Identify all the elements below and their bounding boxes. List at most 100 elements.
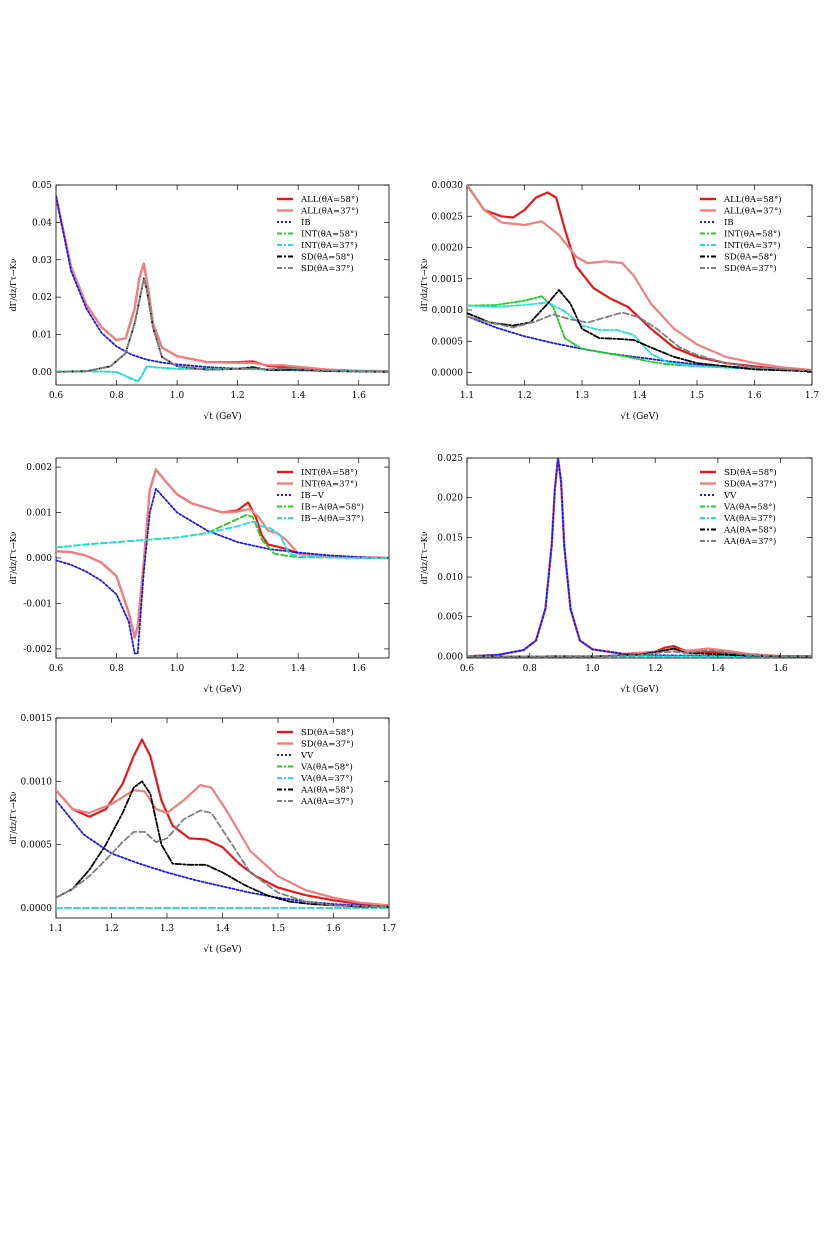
y-tick-label: -0.001 — [23, 599, 52, 609]
x-tick-label: 1.6 — [747, 391, 762, 401]
x-tick-label: 0.6 — [49, 664, 64, 674]
x-tick-label: 1.6 — [326, 924, 341, 934]
y-tick-label: 0.00 — [32, 368, 52, 378]
x-tick-label: 0.6 — [49, 391, 64, 401]
x-tick-label: 1.4 — [291, 664, 306, 674]
series-line — [56, 809, 389, 908]
y-tick-label: 0.02 — [32, 293, 52, 303]
x-tick-label: 1.5 — [271, 924, 286, 934]
legend-label: SD(θA=58°) — [301, 727, 354, 738]
x-tick-label: 1.5 — [690, 391, 705, 401]
y-tick-label: 0.002 — [26, 463, 52, 473]
y-tick-label: 0.015 — [437, 533, 463, 543]
x-tick-label: 1.4 — [711, 664, 726, 674]
legend-label: IB−V — [301, 491, 325, 501]
series-line — [56, 195, 389, 373]
x-tick-label: 1.6 — [352, 664, 367, 674]
y-tick-label: 0.05 — [32, 181, 52, 191]
y-tick-label: 0.0005 — [21, 841, 53, 851]
legend-label: VA(θA=58°) — [300, 762, 353, 773]
series-line — [467, 649, 812, 658]
y-tick-label: 0.020 — [437, 494, 463, 504]
plot-frame — [55, 184, 390, 386]
x-tick-label: 0.6 — [460, 664, 475, 674]
series-line — [56, 195, 389, 373]
y-axis-label: dΓ/dz/Γτ→Kν — [9, 258, 18, 311]
x-tick-label: 1.3 — [575, 391, 590, 401]
y-axis-label: dΓ/dz/Γτ→Kν — [420, 531, 429, 584]
legend-label: ALL(θA=37°) — [300, 206, 359, 217]
legend-label: IB−A(θA=37°) — [301, 513, 364, 524]
y-tick-label: 0.0000 — [21, 904, 53, 914]
y-tick-label: 0.000 — [437, 652, 463, 662]
x-tick-label: 1.3 — [160, 924, 175, 934]
y-tick-label: -0.002 — [23, 645, 52, 655]
series-line — [56, 277, 389, 373]
chart-panel-5: 1.1 1.2 1.3 1.4 1.5 1.6 1.7 0.0000 0.0005 0.0010 0… — [0, 708, 410, 977]
legend-label: INT(θA=37°) — [724, 240, 781, 251]
y-tick-label: 0.0020 — [432, 244, 464, 254]
y-tick-label: 0.001 — [26, 509, 52, 519]
legend-label: IB−A(θA=58°) — [301, 502, 364, 513]
series-line — [467, 185, 812, 372]
x-axis-label: √t (GeV) — [620, 684, 658, 695]
chart-panel-3: 0.6 0.8 1.0 1.2 1.4 1.6 -0.002 -0.001 0.000 0.001… — [0, 448, 410, 714]
legend-label: INT(θA=37°) — [301, 479, 358, 490]
legend-label: VA(θA=58°) — [723, 502, 776, 513]
legend-label: SD(θA=37°) — [724, 263, 777, 274]
x-tick-label: 1.2 — [517, 391, 531, 401]
x-tick-label: 1.1 — [460, 391, 474, 401]
x-tick-label: 0.8 — [109, 391, 124, 401]
legend-label: ALL(θA=58°) — [723, 194, 782, 205]
y-tick-label: 0.0010 — [432, 306, 464, 316]
series-line — [56, 799, 389, 908]
x-tick-label: 1.7 — [805, 391, 820, 401]
y-tick-label: 0.010 — [437, 573, 463, 583]
series-line — [56, 195, 389, 373]
y-tick-label: 0.0030 — [432, 181, 464, 191]
x-tick-label: 1.2 — [230, 391, 244, 401]
legend-label: VV — [300, 751, 314, 761]
series-line — [56, 780, 389, 908]
legend-label: SD(θA=37°) — [301, 263, 354, 274]
series-line — [56, 520, 389, 559]
x-tick-label: 1.4 — [291, 391, 306, 401]
series-line — [56, 488, 389, 655]
legend-label: AA(θA=37°) — [300, 796, 353, 807]
legend-label: SD(θA=37°) — [724, 479, 777, 490]
legend-label: AA(θA=58°) — [723, 525, 776, 536]
series-line — [56, 468, 389, 639]
chart-panel-2: 1.1 1.2 1.3 1.4 1.5 1.6 1.7 0.0000 0.0005 0.0010 0… — [410, 175, 830, 441]
x-tick-label: 1.4 — [632, 391, 647, 401]
y-tick-label: 0.0000 — [432, 369, 464, 379]
y-tick-label: 0.000 — [26, 554, 52, 564]
y-tick-label: 0.025 — [437, 454, 463, 464]
x-axis-label: √t (GeV) — [203, 411, 241, 422]
legend-label: AA(θA=58°) — [300, 785, 353, 796]
chart-panel-4: 0.6 0.8 1.0 1.2 1.4 1.6 0.000 0.005 0.010 0.015 0.… — [410, 448, 830, 714]
legend-label: IB — [724, 218, 734, 228]
y-tick-label: 0.03 — [32, 256, 52, 266]
x-tick-label: 0.8 — [109, 664, 124, 674]
legend-label: INT(θA=58°) — [301, 467, 358, 478]
series-line — [56, 468, 389, 639]
x-tick-label: 1.1 — [49, 924, 63, 934]
x-axis-label: √t (GeV) — [620, 411, 658, 422]
plot-frame — [466, 457, 813, 659]
legend-label: SD(θA=58°) — [301, 252, 354, 263]
y-axis-label: dΓ/dz/Γτ→Kν — [9, 531, 18, 584]
x-tick-label: 1.6 — [352, 391, 367, 401]
series-line — [467, 295, 812, 372]
chart-svg-2: 1.1 1.2 1.3 1.4 1.5 1.6 1.7 0.0000 0.0005 0.0010 0… — [420, 181, 820, 422]
legend-label: INT(θA=37°) — [301, 240, 358, 251]
x-tick-label: 1.0 — [585, 664, 600, 674]
x-tick-label: 1.2 — [648, 664, 662, 674]
x-tick-label: 1.4 — [215, 924, 230, 934]
x-tick-label: 0.8 — [523, 664, 538, 674]
legend-label: SD(θA=58°) — [724, 252, 777, 263]
legend-label: SD(θA=37°) — [301, 739, 354, 750]
legend-label: ALL(θA=58°) — [300, 194, 359, 205]
chart-svg-1: 0.6 0.8 1.0 1.2 1.4 1.6 0.00 0.01 0.02 0.03 0.04 0.… — [9, 181, 390, 422]
x-tick-label: 1.7 — [382, 924, 397, 934]
chart-svg-4: 0.6 0.8 1.0 1.2 1.4 1.6 0.000 0.005 0.010 0.015 0.… — [420, 454, 813, 695]
